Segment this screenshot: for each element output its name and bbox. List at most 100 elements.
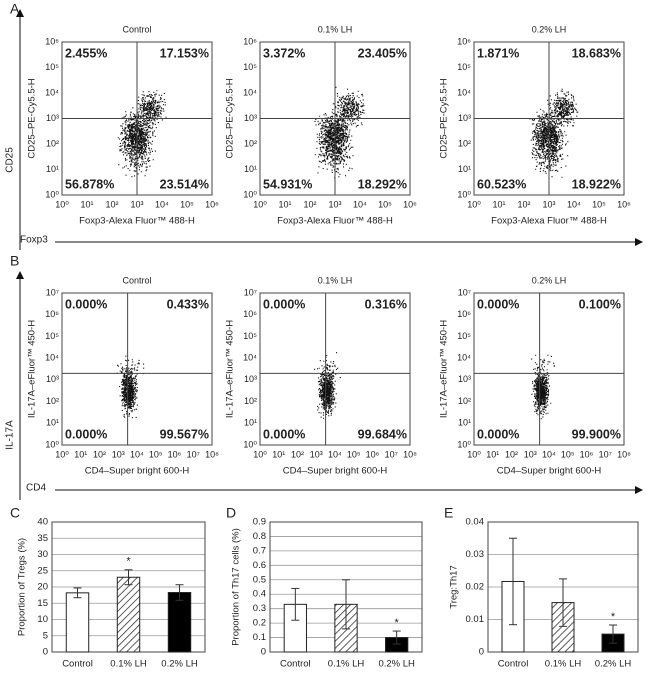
y-tick-label: 10⁶ <box>243 309 257 319</box>
y-tick-label: 0.03 <box>466 549 485 560</box>
y-tick-label: 10³ <box>244 113 257 123</box>
y-tick-label: 10⁶ <box>457 36 471 46</box>
panel-label: A <box>10 1 20 17</box>
x-tick-label: 10⁴ <box>542 449 556 459</box>
y-tick-label: 10³ <box>458 374 471 384</box>
plot-frame <box>61 292 213 446</box>
plot-frame <box>473 292 625 446</box>
x-tick-label: 0.2% LH <box>161 659 198 670</box>
y-tick-label: 10² <box>458 138 471 148</box>
y-tick-label: 25 <box>37 565 48 576</box>
x-tick-label: 10⁰ <box>467 199 481 209</box>
y-tick-label: 10⁵ <box>45 62 59 72</box>
quadrant-value: 18.683% <box>572 46 621 60</box>
y-axis-label: Proportion of Th17 cells (%) <box>231 528 242 646</box>
x-tick-label: 10⁵ <box>149 449 163 459</box>
y-tick-label: 10⁴ <box>457 87 471 97</box>
y-tick-label: 0.4 <box>253 589 266 600</box>
x-tick-label: 10⁷ <box>385 449 398 459</box>
y-tick-label: 10² <box>46 396 59 406</box>
y-tick-label: 0.5 <box>253 574 266 585</box>
bar <box>65 592 90 653</box>
y-tick-label: 10⁴ <box>45 353 59 363</box>
y-tick-label: 10³ <box>458 113 471 123</box>
y-tick-label: 10¹ <box>244 164 257 174</box>
x-tick-label: 0.1% LH <box>110 659 147 670</box>
x-tick-label: 10³ <box>130 199 143 209</box>
x-tick-label: 10⁵ <box>347 449 361 459</box>
x-axis-label: CD4–Super bright 600-H <box>497 466 602 477</box>
y-tick-label: 20 <box>37 582 48 593</box>
quadrant-value: 0.000% <box>65 297 107 311</box>
quadrant-value: 56.878% <box>65 177 114 191</box>
x-tick-label: 10² <box>93 449 106 459</box>
event-dots <box>314 86 365 179</box>
y-tick-label: 10⁴ <box>243 87 257 97</box>
y-tick-label: 10⁴ <box>45 87 59 97</box>
x-tick-label: 0.2% LH <box>595 659 632 670</box>
quadrant-value: 0.000% <box>263 427 305 441</box>
significance-mark: * <box>126 556 131 568</box>
y-tick-label: 10⁰ <box>45 439 59 449</box>
y-tick-label: 0.02 <box>466 582 485 593</box>
x-tick-label: 10⁷ <box>187 449 200 459</box>
x-tick-label: 0.1% LH <box>545 659 582 670</box>
x-tick-label: 10⁵ <box>561 449 575 459</box>
event-dots <box>531 354 555 420</box>
x-tick-label: 10⁶ <box>168 449 182 459</box>
plot-title: 0.1% LH <box>318 275 353 285</box>
x-tick-label: 10⁴ <box>567 199 581 209</box>
y-tick-label: 0 <box>43 647 48 658</box>
quadrant-value: 60.523% <box>477 177 526 191</box>
y-tick-label: 40 <box>37 517 48 528</box>
y-tick-label: 10⁰ <box>243 189 257 199</box>
x-axis-label: Foxp3-Alexa Fluor™ 488-H <box>491 216 607 227</box>
significance-mark: * <box>611 611 616 623</box>
plot-title: 0.2% LH <box>532 24 567 34</box>
x-tick-label: 0.1% LH <box>328 659 365 670</box>
y-tick-label: 10⁷ <box>244 287 257 297</box>
x-tick-label: 10² <box>505 449 518 459</box>
x-tick-label: 10¹ <box>74 449 87 459</box>
plot-title: 0.1% LH <box>318 24 353 34</box>
quadrant-value: 0.000% <box>65 427 107 441</box>
x-tick-label: 10⁰ <box>55 199 69 209</box>
x-tick-label: 10² <box>105 199 118 209</box>
x-tick-label: 10⁷ <box>599 449 612 459</box>
quadrant-value: 3.372% <box>263 46 305 60</box>
y-tick-label: 10³ <box>46 113 59 123</box>
x-tick-label: 10⁶ <box>403 199 417 209</box>
plot-frame <box>259 292 411 446</box>
x-tick-label: 10² <box>291 449 304 459</box>
x-tick-label: 10³ <box>328 199 341 209</box>
bar <box>167 592 192 653</box>
y-tick-label: 10⁷ <box>46 287 59 297</box>
y-tick-label: 10⁶ <box>45 36 59 46</box>
y-tick-label: 10⁵ <box>243 331 257 341</box>
y-tick-label: 10⁶ <box>45 309 59 319</box>
plot-title: Control <box>122 24 151 34</box>
y-tick-label: 10⁶ <box>457 309 471 319</box>
x-tick-label: 10³ <box>542 199 555 209</box>
x-tick-label: 10⁴ <box>328 449 342 459</box>
significance-mark: * <box>395 617 400 629</box>
y-tick-label: 0.04 <box>466 517 485 528</box>
x-tick-label: 10⁸ <box>205 449 219 459</box>
quadrant-value: 0.000% <box>263 297 305 311</box>
y-axis-label: Proportion of Tregs (%) <box>17 538 28 636</box>
y-tick-label: 0.8 <box>253 531 266 542</box>
x-tick-label: 10⁵ <box>378 199 392 209</box>
x-axis-label: Foxp3-Alexa Fluor™ 488-H <box>277 216 393 227</box>
y-tick-label: 10⁰ <box>457 189 471 199</box>
x-tick-label: 10¹ <box>278 199 291 209</box>
y-tick-label: 10⁵ <box>243 62 257 72</box>
x-axis-label: CD4–Super bright 600-H <box>85 466 190 477</box>
panel-label: C <box>10 505 20 521</box>
y-tick-label: 15 <box>37 598 48 609</box>
x-tick-label: 10⁰ <box>253 199 267 209</box>
x-tick-label: 10¹ <box>492 199 505 209</box>
y-tick-label: 10¹ <box>46 164 59 174</box>
x-axis-label: Foxp3-Alexa Fluor™ 488-H <box>79 216 195 227</box>
y-tick-label: 0.9 <box>253 517 266 528</box>
y-tick-label: 10⁰ <box>45 189 59 199</box>
